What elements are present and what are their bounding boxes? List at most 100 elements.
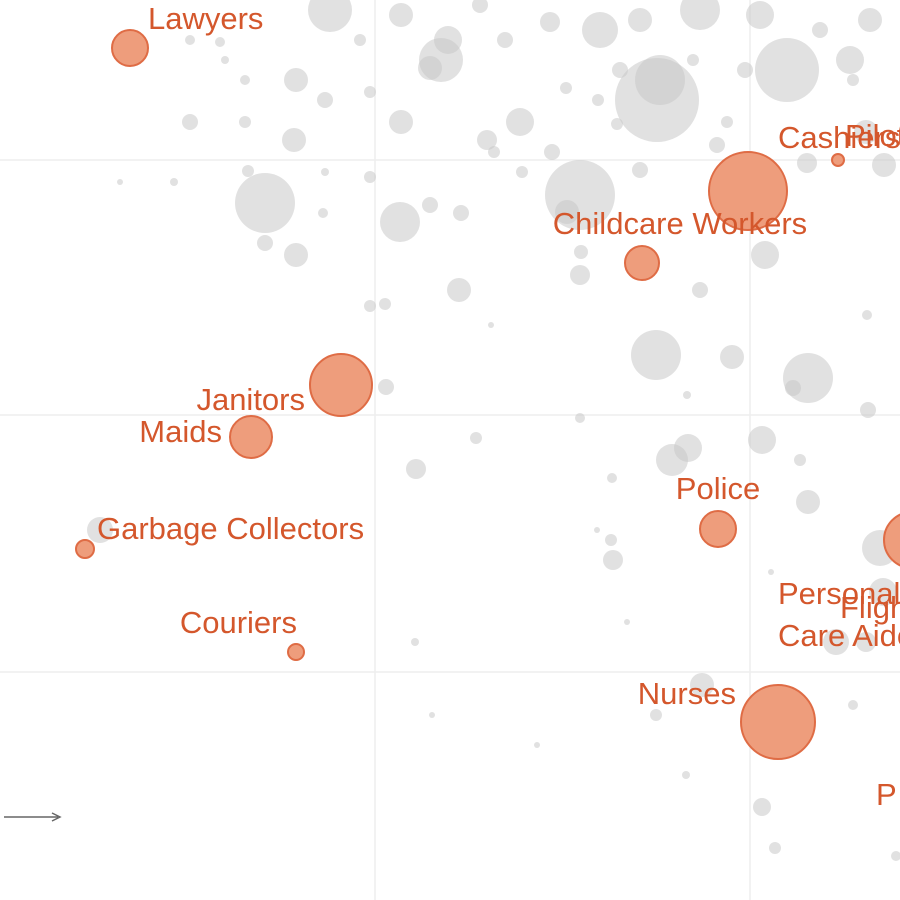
bubble <box>582 12 618 48</box>
bubble <box>753 798 771 816</box>
bubble <box>470 432 482 444</box>
bubble <box>628 8 652 32</box>
bubble <box>836 46 864 74</box>
bubble <box>429 712 435 718</box>
bubble <box>418 56 442 80</box>
bubble-label: Lawyers <box>148 1 263 36</box>
bubble-label: Couriers <box>180 605 297 640</box>
bubble <box>182 114 198 130</box>
arrow <box>4 812 62 822</box>
bubble-label: P <box>876 777 897 812</box>
bubble <box>447 278 471 302</box>
bubble <box>692 282 708 298</box>
bubble <box>574 245 588 259</box>
bubble <box>862 310 872 320</box>
bubble <box>592 94 604 106</box>
bubble <box>560 82 572 94</box>
bubble <box>594 527 600 533</box>
bubble <box>544 144 560 160</box>
bubble <box>858 8 882 32</box>
bubble <box>453 205 469 221</box>
bubble <box>854 120 878 144</box>
bubble <box>872 153 896 177</box>
bubble <box>797 153 817 173</box>
bubble <box>242 165 254 177</box>
bubble <box>737 62 753 78</box>
bubble <box>768 569 774 575</box>
bubble <box>682 771 690 779</box>
bubble <box>506 108 534 136</box>
bubble-label: Maids <box>139 414 222 449</box>
bubble <box>848 700 858 710</box>
bubble-label: Police <box>676 471 760 506</box>
bubble-label: Personal <box>778 576 900 611</box>
bubble <box>317 92 333 108</box>
highlight-bubble <box>309 353 373 417</box>
bubble <box>406 459 426 479</box>
bubble <box>746 1 774 29</box>
bubble <box>769 842 781 854</box>
highlight-bubble <box>111 29 149 67</box>
bubble <box>674 434 702 462</box>
bubble <box>257 235 273 251</box>
bubble <box>308 0 352 32</box>
bubble <box>497 32 513 48</box>
highlight-bubble <box>708 151 788 231</box>
bubble <box>422 197 438 213</box>
bubble <box>823 629 849 655</box>
highlight-bubbles <box>75 29 900 760</box>
bubble <box>117 179 123 185</box>
bubble <box>869 578 897 606</box>
bubble <box>477 130 497 150</box>
bubble <box>516 166 528 178</box>
highlight-bubble <box>883 513 900 567</box>
other-bubbles <box>87 0 900 861</box>
bubble <box>380 202 420 242</box>
bubble <box>87 517 113 543</box>
bubble-label: Childcare Workers <box>553 206 807 241</box>
bubble <box>540 12 560 32</box>
bubble <box>755 38 819 102</box>
bubble <box>235 173 295 233</box>
bubble <box>603 550 623 570</box>
bubble-label: Nurses <box>638 676 736 711</box>
bubble <box>796 490 820 514</box>
bubble <box>650 709 662 721</box>
arrow-head <box>51 812 62 822</box>
bubble <box>635 55 685 105</box>
bubble <box>472 0 488 13</box>
bubble <box>364 171 376 183</box>
bubble <box>282 128 306 152</box>
highlight-bubble <box>624 245 660 281</box>
bubble <box>379 298 391 310</box>
bubble <box>794 454 806 466</box>
highlight-bubble <box>75 539 95 559</box>
bubble <box>720 345 744 369</box>
bubble <box>364 300 376 312</box>
bubble-label: Flight Attendants <box>840 590 900 625</box>
highlight-bubble <box>229 415 273 459</box>
bubble <box>748 426 776 454</box>
bubble <box>847 74 859 86</box>
bubble <box>215 37 225 47</box>
bubble <box>751 241 779 269</box>
bubble <box>284 243 308 267</box>
bubble-label: Pilots <box>845 118 900 153</box>
highlight-bubble <box>699 510 737 548</box>
bubble <box>170 178 178 186</box>
bubble <box>570 265 590 285</box>
bubble <box>321 168 329 176</box>
bubble <box>434 26 462 54</box>
bubble <box>389 110 413 134</box>
bubble-label: Janitors <box>196 382 305 417</box>
bubble <box>239 116 251 128</box>
bubble <box>354 34 366 46</box>
bubble <box>364 86 376 98</box>
bubble <box>860 402 876 418</box>
bubble <box>411 638 419 646</box>
bubble <box>555 200 579 224</box>
bubble <box>284 68 308 92</box>
